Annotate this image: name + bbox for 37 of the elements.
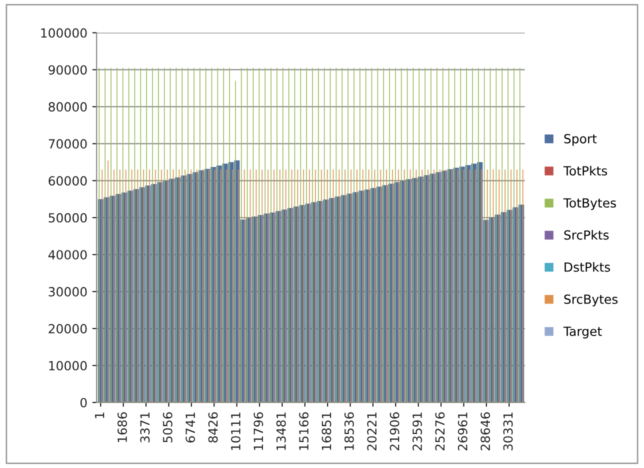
y-tick-label: 0 xyxy=(80,398,87,408)
x-tick-label: 10111 xyxy=(230,412,240,450)
x-tick-label: 20221 xyxy=(367,412,377,450)
y-tick-label: 10000 xyxy=(49,360,87,370)
x-tick-label: 28646 xyxy=(480,412,490,450)
x-tick-label: 21906 xyxy=(390,412,400,450)
x-tick-label: 30331 xyxy=(503,412,513,450)
x-tick-label: 1 xyxy=(94,412,104,418)
x-tick-label: 15166 xyxy=(299,412,309,450)
y-tick-label: 40000 xyxy=(48,250,87,260)
x-tick-label: 6741 xyxy=(186,412,196,442)
y-tick-label: 100000 xyxy=(41,28,87,38)
legend-label: SrcBytes xyxy=(564,294,618,306)
y-tick-label: 60000 xyxy=(48,176,87,186)
x-tick-label: 8426 xyxy=(208,412,218,442)
x-tick-label: 26961 xyxy=(458,412,468,450)
x-tick-label: 25276 xyxy=(435,412,445,450)
y-tick-label: 20000 xyxy=(48,324,87,334)
x-tick-label: 13481 xyxy=(276,412,286,450)
x-tick-label: 18536 xyxy=(344,412,354,450)
y-tick-label: 30000 xyxy=(48,287,87,296)
y-tick-label: 90000 xyxy=(48,65,87,75)
legend-label: TotBytes xyxy=(563,198,616,210)
x-tick-label: 23591 xyxy=(412,412,422,450)
legend-label: TotPkts xyxy=(563,166,608,176)
legend-label: Target xyxy=(563,326,602,338)
x-tick-label: 3371 xyxy=(140,412,150,442)
y-tick-label: 50000 xyxy=(48,213,87,223)
legend-label: Sport xyxy=(564,134,597,146)
x-tick-label: 1686 xyxy=(118,412,127,442)
y-tick-label: 70000 xyxy=(48,139,87,149)
legend-label: DstPkts xyxy=(564,262,610,272)
x-tick-label: 11796 xyxy=(254,412,264,450)
legend-label: SrcPkts xyxy=(564,230,609,240)
x-tick-label: 5056 xyxy=(162,412,172,442)
y-tick-label: 80000 xyxy=(48,102,87,112)
x-tick-label: 16851 xyxy=(322,412,332,450)
